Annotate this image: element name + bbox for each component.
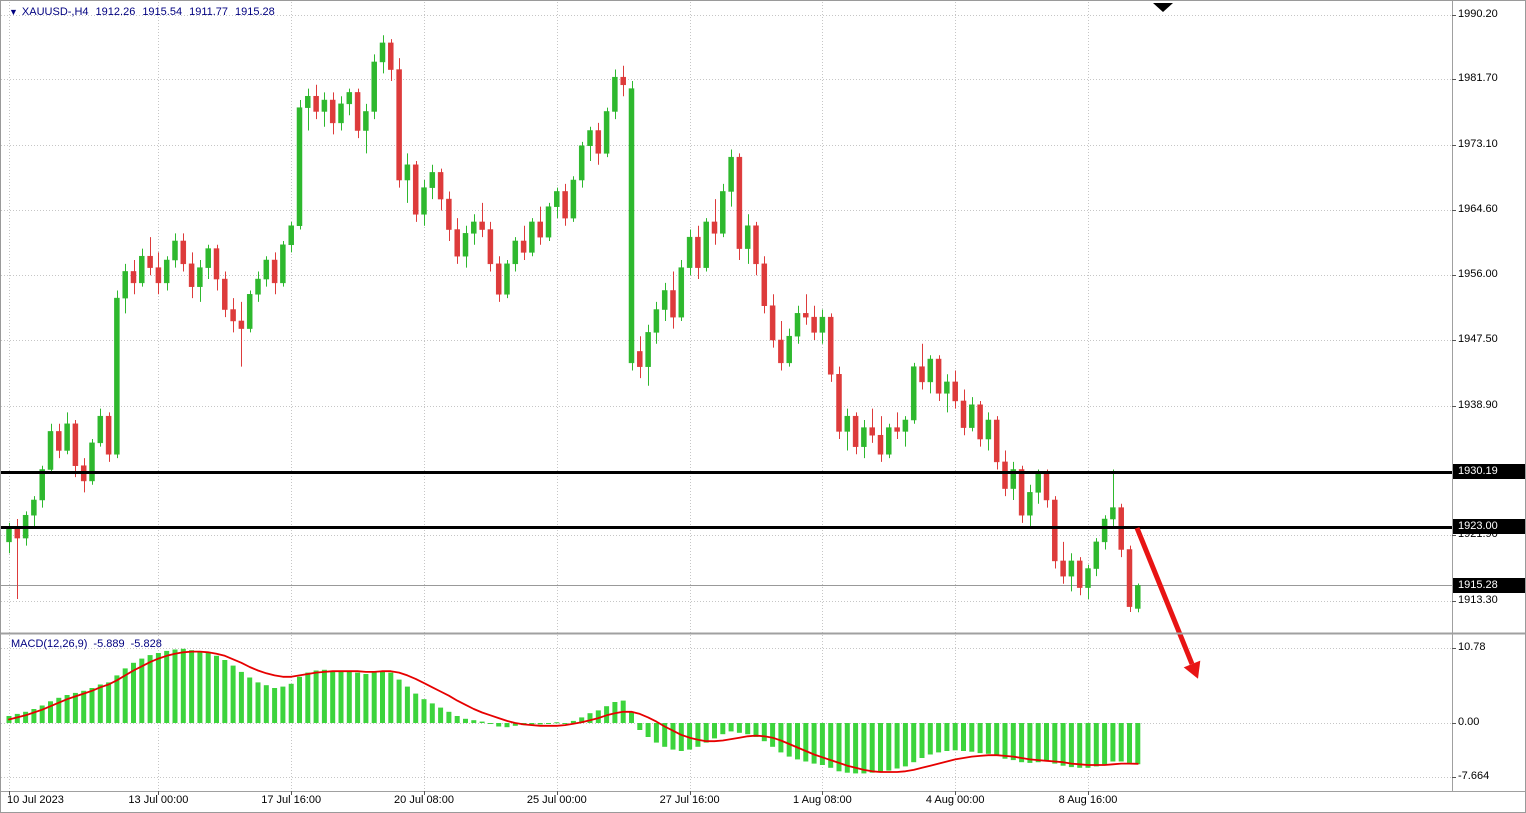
time-axis-label: 17 Jul 16:00 [261, 794, 322, 806]
price-level-badge: 1930.19 [1453, 464, 1525, 480]
time-axis-label: 8 Aug 16:00 [1058, 794, 1118, 806]
time-axis-label: 20 Jul 08:00 [394, 794, 454, 806]
macd-label: MACD(12,26,9) [11, 638, 88, 650]
legend-high-value: 1915.54 [142, 6, 183, 18]
chart-shift-marker[interactable] [1153, 3, 1173, 12]
symbol-dropdown-triangle-icon[interactable]: ▼ [9, 7, 18, 17]
horizontal-level-lines[interactable] [1, 471, 1452, 529]
price-axis-label: 1956.00 [1458, 268, 1498, 281]
macd-axis-label: 0.00 [1458, 716, 1480, 728]
macd-signal-line [8, 650, 1139, 773]
price-level-badge: 1923.00 [1453, 519, 1525, 535]
legend-open-value: 1912.26 [95, 6, 136, 18]
trend-arrow-head[interactable] [1183, 660, 1201, 679]
current-price-badge: 1915.28 [1453, 577, 1525, 593]
legend-symbol-period: XAUUSD-,H4 [21, 6, 89, 18]
macd-signal-value: -5.828 [130, 638, 162, 650]
price-axis-label: 1973.10 [1458, 137, 1498, 150]
pane-frame [1, 1, 1525, 795]
candlestick-series [6, 35, 1141, 613]
macd-axis-label: -7.664 [1458, 769, 1490, 782]
chart-legend: ▼ XAUUSD-,H4 1912.26 1915.54 1911.77 1915.28 [9, 6, 282, 18]
time-axis-label: 4 Aug 00:00 [925, 794, 985, 806]
trend-arrow-shaft[interactable] [1134, 527, 1195, 665]
time-axis-label: 13 Jul 00:00 [128, 794, 189, 806]
legend-low-value: 1911.77 [189, 6, 229, 18]
time-axis-label: 10 Jul 2023 [7, 794, 64, 806]
price-axis-label: 1947.50 [1458, 333, 1498, 345]
price-axis-label: 1990.20 [1458, 7, 1498, 20]
price-axis-label: 1981.70 [1458, 72, 1498, 85]
macd-histogram [6, 648, 1141, 774]
time-axis-label: 1 Aug 08:00 [793, 794, 852, 806]
trend-arrow-annotation[interactable] [1134, 527, 1201, 679]
macd-axis-label: 10.78 [1458, 640, 1486, 653]
price-axis-label: 1964.60 [1458, 202, 1498, 215]
time-axis-label: 25 Jul 00:00 [526, 794, 587, 806]
price-axis-label: 1913.30 [1458, 593, 1498, 606]
macd-indicator-legend: MACD(12,26,9) -5.889 -5.828 [11, 638, 168, 650]
macd-main-value: -5.889 [93, 638, 125, 650]
legend-close-value: 1915.28 [235, 6, 275, 18]
time-axis-label: 27 Jul 16:00 [659, 794, 720, 806]
price-axis-label: 1938.90 [1458, 398, 1498, 411]
